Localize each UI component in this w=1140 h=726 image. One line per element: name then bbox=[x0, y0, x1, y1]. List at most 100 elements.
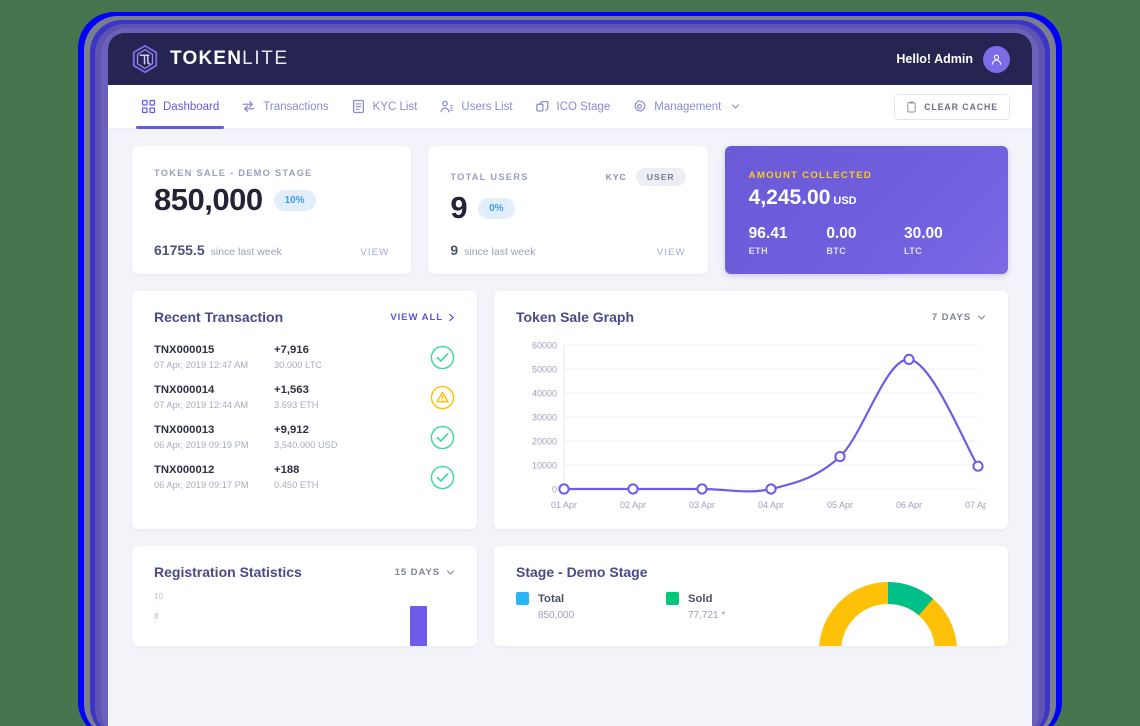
registration-statistics-title: Registration Statistics bbox=[154, 564, 302, 580]
total-users-delta-label: since last week bbox=[464, 246, 536, 258]
recent-transaction-title: Recent Transaction bbox=[154, 309, 284, 325]
tx-amount: +9,912 bbox=[274, 424, 309, 436]
total-users-foot: 9 since last week VIEW bbox=[450, 242, 685, 258]
y-axis-tick-label: 50000 bbox=[532, 365, 557, 375]
total-users-percent-badge: 0% bbox=[478, 197, 515, 219]
nav-label-transactions: Transactions bbox=[263, 100, 329, 113]
table-row[interactable]: TNX000014 07 Apr, 2019 12:44 AM +1,563 3… bbox=[154, 377, 455, 417]
x-axis-tick-label: 02 Apr bbox=[620, 500, 646, 510]
token-sale-line-chart: 0 10000 20000 30000 40000 50000 60000 01 Apr 02 … bbox=[516, 337, 991, 519]
table-row[interactable]: TNX000015 07 Apr, 2019 12:47 AM +7,916 3… bbox=[154, 337, 455, 377]
tx-amounts: +1,563 3.693 ETH bbox=[274, 384, 389, 410]
nav-item-management[interactable]: Management bbox=[621, 85, 751, 129]
stage-title: Stage - Demo Stage bbox=[516, 564, 648, 580]
tx-currency: 3,540.000 USD bbox=[274, 440, 338, 450]
data-point[interactable] bbox=[696, 483, 708, 495]
x-axis-tick-label: 07 Apr bbox=[965, 500, 986, 510]
check-circle-icon bbox=[430, 425, 455, 449]
range-label-15days: 15 DAYS bbox=[394, 566, 440, 578]
app-window: TOKENLITE Hello! Admin bbox=[108, 33, 1032, 726]
legend-total-swatch bbox=[516, 592, 529, 605]
card-amount-collected: AMOUNT COLLECTED 4,245.00 USD 96.41 ETH 0… bbox=[724, 146, 1008, 274]
range-label-7days: 7 DAYS bbox=[931, 311, 971, 323]
data-point[interactable] bbox=[834, 451, 846, 463]
registration-range-selector[interactable]: 15 DAYS bbox=[395, 567, 455, 578]
nav-label-management: Management bbox=[654, 100, 722, 113]
greeting-label: Hello! Admin bbox=[896, 52, 973, 66]
nav-label-kyc-list: KYC List bbox=[372, 100, 418, 113]
nav-item-dashboard[interactable]: Dashboard bbox=[130, 85, 230, 129]
check-circle-icon bbox=[430, 345, 455, 369]
tx-id: TNX000014 bbox=[154, 384, 215, 396]
card-stage-demo: Stage - Demo Stage Total 850,000 bbox=[494, 546, 1008, 646]
total-users-view-link[interactable]: VIEW bbox=[656, 247, 686, 258]
data-point[interactable] bbox=[558, 483, 570, 495]
clear-cache-button[interactable]: CLEAR CACHE bbox=[894, 93, 1010, 120]
data-point[interactable] bbox=[627, 483, 639, 495]
total-users-head: TOTAL USERS KYC USER bbox=[450, 168, 686, 186]
brand-text: TOKENLITE bbox=[170, 48, 289, 70]
nav-label-ico-stage: ICO Stage bbox=[556, 100, 611, 113]
data-point[interactable] bbox=[765, 483, 777, 495]
user-list-icon bbox=[441, 100, 454, 113]
token-sale-graph-range-selector[interactable]: 7 DAYS bbox=[932, 312, 986, 323]
token-sale-view-link[interactable]: VIEW bbox=[360, 247, 390, 258]
status-badge bbox=[430, 425, 455, 450]
nav-item-kyc-list[interactable]: KYC List bbox=[340, 85, 429, 129]
tx-identity: TNX000014 07 Apr, 2019 12:44 AM bbox=[154, 384, 274, 410]
total-users-value: 9 bbox=[450, 190, 468, 225]
token-sale-value: 850,000 bbox=[154, 182, 263, 217]
data-point[interactable] bbox=[903, 353, 915, 365]
legend-total-name: Total bbox=[538, 592, 565, 605]
coin-eth-amount: 96.41 bbox=[748, 225, 788, 242]
nav-item-transactions[interactable]: Transactions bbox=[230, 85, 339, 129]
top-bar-right: Hello! Admin bbox=[896, 45, 1010, 73]
grid-icon bbox=[141, 99, 156, 114]
tx-amount: +7,916 bbox=[274, 344, 309, 356]
nav-item-ico-stage[interactable]: ICO Stage bbox=[524, 85, 622, 129]
card-token-sale-graph: Token Sale Graph 7 DAYS 0 10000 20000 30000… bbox=[494, 291, 1008, 529]
document-icon bbox=[352, 99, 364, 114]
total-users-value-row: 9 0% bbox=[450, 190, 685, 226]
nav-item-users-list[interactable]: Users List bbox=[428, 85, 523, 129]
x-axis-tick-label: 05 Apr bbox=[827, 500, 853, 510]
tx-identity: TNX000013 06 Apr, 2019 09:19 PM bbox=[154, 424, 274, 450]
tx-date: 06 Apr, 2019 09:19 PM bbox=[154, 440, 249, 450]
x-axis-tick-label: 06 Apr bbox=[896, 500, 922, 510]
x-axis-tick-label: 04 Apr bbox=[758, 500, 784, 510]
table-row[interactable]: TNX000012 06 Apr, 2019 09:17 PM +188 0.4… bbox=[154, 457, 455, 497]
x-axis-tick-label: 03 Apr bbox=[689, 500, 715, 510]
chevron-down-icon bbox=[732, 104, 740, 109]
legend-sold-top: Sold bbox=[666, 592, 816, 605]
brand-logo-group[interactable]: TOKENLITE bbox=[130, 44, 289, 74]
brand-text-bold: TOKEN bbox=[170, 48, 243, 69]
tx-identity: TNX000015 07 Apr, 2019 12:47 AM bbox=[154, 344, 274, 370]
coin-btc-amount: 0.00 bbox=[826, 225, 857, 242]
transfer-icon bbox=[242, 100, 255, 113]
check-circle-icon bbox=[430, 465, 455, 489]
top-bar: TOKENLITE Hello! Admin bbox=[108, 33, 1032, 85]
card-recent-transaction: Recent Transaction VIEW ALL TNX000015 07… bbox=[132, 291, 477, 529]
recent-transaction-view-all[interactable]: VIEW ALL bbox=[390, 312, 455, 323]
kyc-user-pill[interactable]: USER bbox=[635, 168, 686, 186]
avatar[interactable] bbox=[983, 45, 1010, 73]
transaction-list: TNX000015 07 Apr, 2019 12:47 AM +7,916 3… bbox=[154, 337, 455, 497]
nav-label-users-list: Users List bbox=[461, 100, 513, 113]
line-series bbox=[562, 358, 980, 493]
token-sale-graph-title: Token Sale Graph bbox=[516, 309, 634, 325]
coin-breakdown: 96.41 ETH 0.00 BTC 30.00 LTC bbox=[749, 225, 984, 256]
cubes-icon bbox=[535, 100, 548, 112]
reg-ytick-8: 8 bbox=[154, 612, 159, 621]
tx-identity: TNX000012 06 Apr, 2019 09:17 PM bbox=[154, 464, 274, 490]
view-all-label: VIEW ALL bbox=[390, 311, 443, 323]
chevron-down-icon bbox=[977, 314, 986, 320]
card-total-users: TOTAL USERS KYC USER 9 0% 9 since last w… bbox=[428, 146, 708, 274]
gear-icon bbox=[634, 100, 646, 112]
table-row[interactable]: TNX000013 06 Apr, 2019 09:19 PM +9,912 3… bbox=[154, 417, 455, 457]
data-point[interactable] bbox=[972, 460, 984, 472]
stats-row: TOKEN SALE - DEMO STAGE 850,000 10% 6175… bbox=[132, 146, 1008, 274]
tx-id: TNX000012 bbox=[154, 464, 215, 476]
card-registration-statistics: Registration Statistics 15 DAYS 10 8 bbox=[132, 546, 477, 646]
y-axis-tick-label: 60000 bbox=[532, 341, 557, 351]
